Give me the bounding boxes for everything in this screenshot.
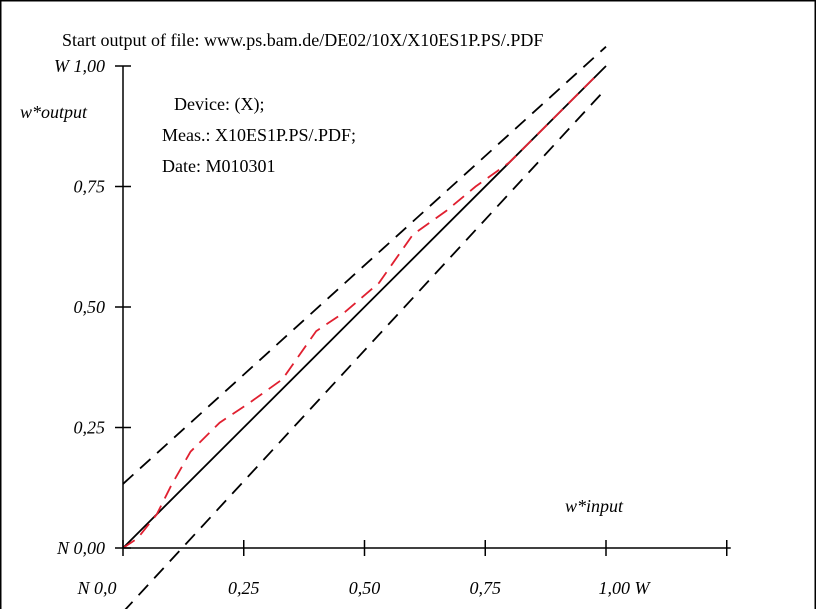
y-tick-label: 0,25 <box>74 418 106 438</box>
y-axis-label: w*output <box>20 102 88 122</box>
y-tick-label: N 0,00 <box>56 538 105 558</box>
series-layer <box>122 46 607 609</box>
x-axis-label: w*input <box>565 496 624 516</box>
tolerance-line <box>122 46 607 485</box>
info-meas: Meas.: X10ES1P.PS/.PDF; <box>162 125 356 145</box>
x-tick-label: 0,25 <box>228 578 260 598</box>
x-tick-label: 1,00 W <box>599 578 652 598</box>
info-device: Device: (X); <box>174 94 264 115</box>
axes-layer: N 0,0 0,25 0,50 0,75 1,00 W N 0,00 0,25 0,50 0,7… <box>54 56 731 598</box>
x-tick-label: N 0,0 <box>76 578 116 598</box>
y-tick-label: 0,75 <box>74 177 106 197</box>
tolerance-line <box>124 88 607 609</box>
x-tick-label: 0,75 <box>470 578 502 598</box>
x-tick-label: 0,50 <box>349 578 381 598</box>
y-tick-label: W 1,00 <box>54 56 105 76</box>
measured-curve <box>122 74 597 549</box>
info-date: Date: M010301 <box>162 156 275 176</box>
y-tick-label: 0,50 <box>74 297 106 317</box>
chart-title: Start output of file: www.ps.bam.de/DE02… <box>62 30 543 50</box>
